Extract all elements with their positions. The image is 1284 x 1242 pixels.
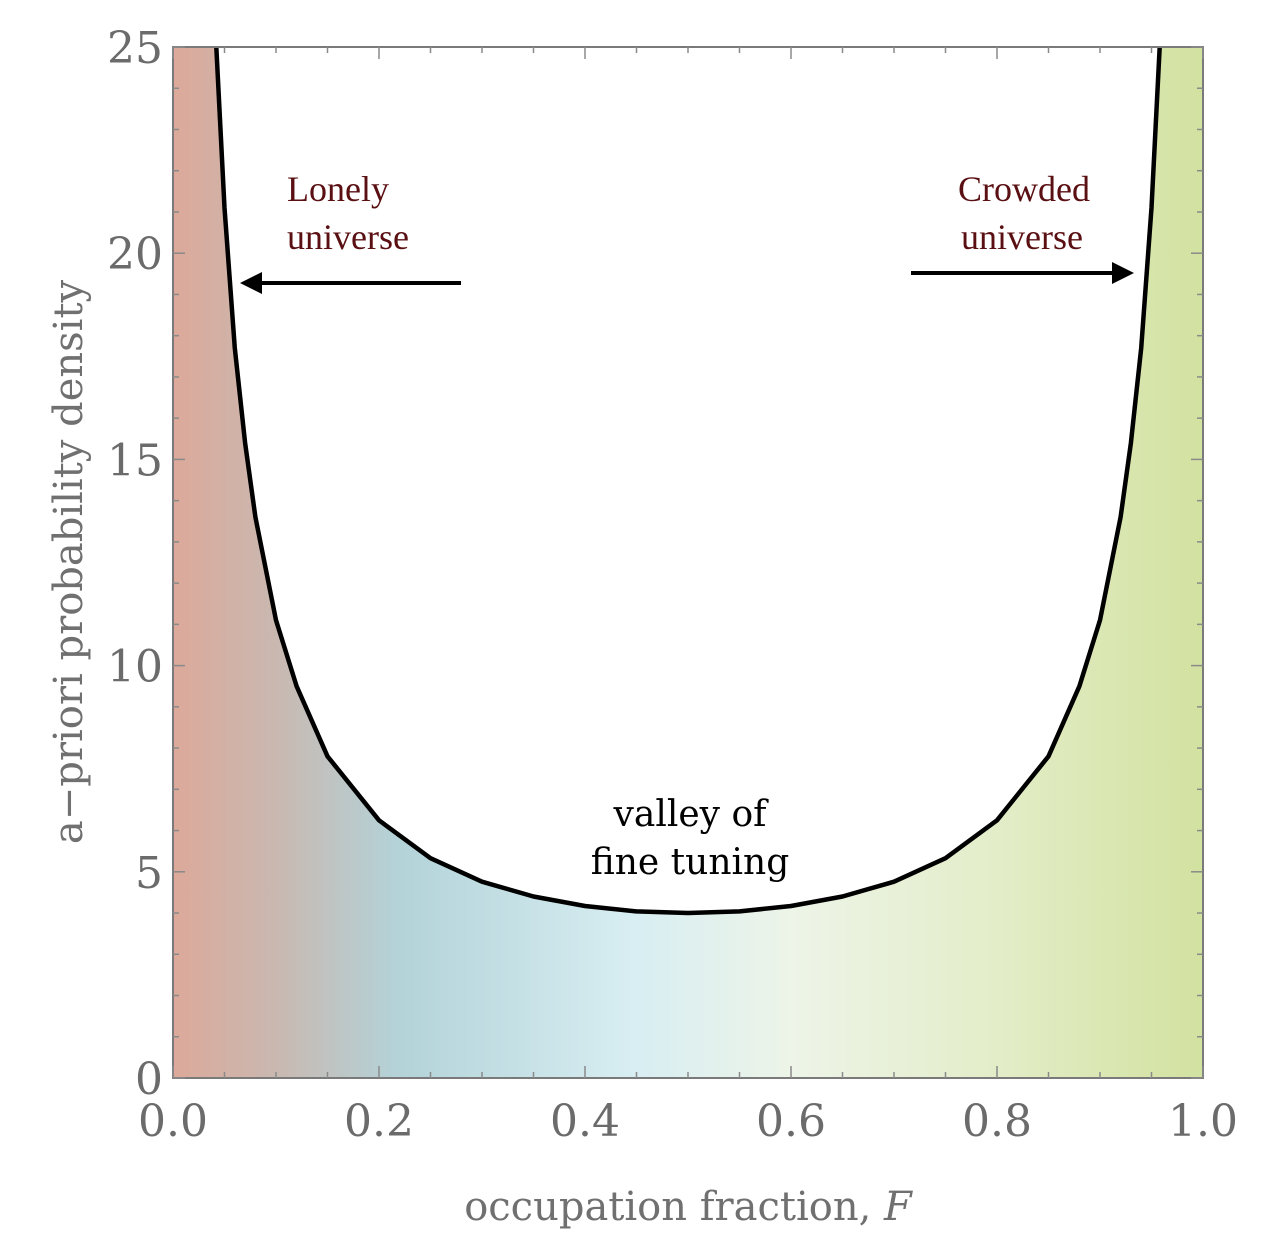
arrow-left-head [240,272,262,294]
annotation-crowded: Crowded universe [911,169,1134,284]
x-tick-label: 0.4 [550,1096,620,1147]
y-tick-label: 20 [107,229,163,280]
axis-ticks [172,46,1204,1079]
annotation-lonely-line-2: universe [287,217,409,257]
x-tick-label: 0.2 [344,1096,414,1147]
annotation-crowded-line-1: Crowded [958,169,1090,209]
y-tick-label: 25 [107,23,163,74]
x-tick-label: 0.6 [756,1096,826,1147]
annotation-valley-line-1: valley of [613,794,770,835]
x-tick-label: 1.0 [1168,1096,1238,1147]
y-tick-label: 15 [107,435,163,486]
y-axis-label: a−priori probability density [46,279,92,844]
y-tick-label: 0 [135,1054,163,1105]
annotation-crowded-line-2: universe [961,217,1083,257]
y-tick-label: 10 [107,642,163,693]
axis-tick-labels: 0.0 0.2 0.4 0.6 0.8 1.0 0 5 10 15 20 25 [107,23,1238,1147]
x-axis-label: occupation fraction, F [464,1184,913,1230]
annotation-lonely: Lonely universe [240,169,461,294]
curve-upper-region [216,47,1160,913]
y-tick-label: 5 [135,848,163,899]
plot-area: 0.0 0.2 0.4 0.6 0.8 1.0 0 5 10 15 20 25 [107,23,1238,1147]
x-tick-label: 0.0 [138,1096,208,1147]
annotation-lonely-line-1: Lonely [287,169,389,209]
data-line [214,47,1162,916]
annotation-valley-line-2: fine tuning [591,842,790,883]
x-tick-label: 0.8 [962,1096,1032,1147]
arrow-right-head [1112,262,1134,284]
annotation-valley: valley of fine tuning [591,794,790,883]
